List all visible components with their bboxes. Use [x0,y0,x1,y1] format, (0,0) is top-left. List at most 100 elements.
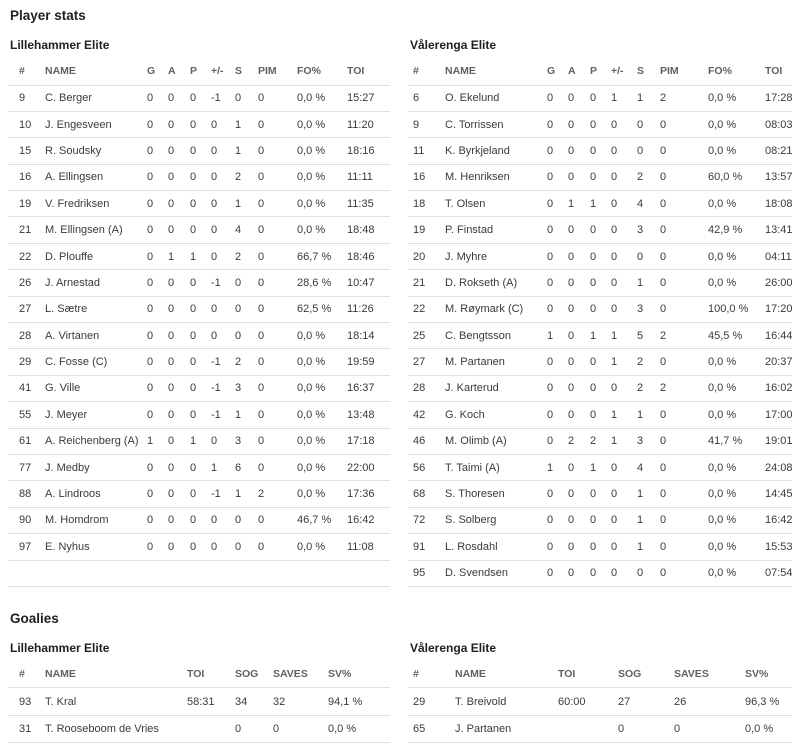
table-row: 10 J. Engesveen 0 0 0 0 1 0 0,0 % 11:20 [8,111,390,139]
table-row: 41 G. Ville 0 0 0 -1 3 0 0,0 % 16:37 [8,375,390,403]
table-cell: 0 [660,480,708,508]
table-cell: J. Medby [45,454,147,482]
table-cell: 0 [547,243,568,271]
table-cell: 0 [547,296,568,324]
team-name-home: Lillehammer Elite [10,38,110,52]
table-row: 61 A. Reichenberg (A) 1 0 1 0 3 0 0,0 % 17:18 [8,428,390,455]
table-cell: M. Røymark (C) [445,296,547,324]
table-cell: 1 [637,269,660,297]
table-cell: 0 [258,401,297,429]
table-cell: 15:53 [765,533,792,561]
goalies-heading: Goalies [10,610,59,626]
col-header-assists: A [568,58,590,86]
table-cell: 0 [590,137,611,165]
goalie-team-name-home: Lillehammer Elite [10,640,110,655]
table-cell: T. Rooseboom de Vries [45,715,187,744]
table-cell: 0,0 % [297,85,347,112]
table-cell: 10:47 [347,269,390,297]
table-cell: 46,7 % [297,507,347,535]
table-cell: 0 [147,216,168,244]
table-cell: 0 [568,85,590,112]
table-cell: 1 [547,454,568,482]
table-cell: 1 [235,111,258,139]
table-cell: 100,0 % [708,296,765,324]
table-row: 11 K. Byrkjeland 0 0 0 0 0 0 0,0 % 08:21 [408,137,792,165]
table-cell: 0 [190,348,211,376]
table-cell: 0 [568,269,590,297]
table-cell: 2 [235,164,258,192]
table-cell: 0 [568,296,590,324]
table-cell: 0 [611,164,637,192]
table-cell: 0 [190,85,211,112]
table-cell: 17:18 [347,428,390,455]
col-header-pim: PIM [660,58,708,86]
table-cell: 0 [590,243,611,271]
table-cell: 0,0 % [297,216,347,244]
table-cell: 0 [590,269,611,297]
table-cell: 0 [211,322,235,350]
table-cell: 2 [235,243,258,271]
table-cell: C. Fosse (C) [45,348,147,376]
table-cell: 0 [168,269,190,297]
table-cell: 0 [235,296,258,324]
table-cell: 0 [211,507,235,535]
table-cell: 0 [147,296,168,324]
player-stats-away-column: Vålerenga Elite # NAME G A P +/- S PIM F… [408,38,792,587]
table-cell: C. Bengtsson [445,322,547,350]
table-cell: 0 [611,269,637,297]
table-cell: 0 [590,480,611,508]
table-cell: 08:21 [765,137,792,165]
table-cell: 0,0 % [708,137,765,165]
table-cell: 13:41 [765,216,792,244]
table-cell: 0 [211,296,235,324]
table-cell: J. Meyer [45,401,147,429]
table-cell: 0 [258,216,297,244]
table-cell: 0 [590,560,611,587]
table-row: 9 C. Berger 0 0 0 -1 0 0 0,0 % 15:27 [8,85,390,112]
table-row: 19 V. Fredriksen 0 0 0 0 1 0 0,0 % 11:35 [8,190,390,218]
table-cell: 0,0 % [708,375,765,403]
table-row: 65 J. Partanen 0 0 0,0 % [408,715,792,744]
table-cell: 0 [611,375,637,403]
table-cell: 0,0 % [745,715,792,744]
table-cell: 0 [590,216,611,244]
table-cell: 0 [147,190,168,218]
table-row: 72 S. Solberg 0 0 0 0 1 0 0,0 % 16:42 [408,507,792,535]
table-cell: 16:02 [765,375,792,403]
table-row: 27 L. Sætre 0 0 0 0 0 0 62,5 % 11:26 [8,296,390,324]
table-cell: 18:16 [347,137,390,165]
table-cell: 0,0 % [297,428,347,455]
table-cell: 22:00 [347,454,390,482]
table-cell: 07:54 [765,560,792,587]
table-cell: 0 [168,164,190,192]
table-row: 19 P. Finstad 0 0 0 0 3 0 42,9 % 13:41 [408,216,792,244]
table-cell: 1 [611,322,637,350]
table-cell: 0 [147,533,168,561]
table-cell: 0 [168,85,190,112]
table-cell: 1 [637,533,660,561]
table-cell: 2 [258,480,297,508]
table-cell: 0,0 % [708,111,765,139]
table-cell: 0 [168,216,190,244]
table-cell: 19 [408,216,445,244]
table-cell: 9 [408,111,445,139]
table-cell: 32 [273,687,328,716]
table-cell: 2 [660,85,708,112]
table-cell: 0 [211,428,235,455]
table-cell: 1 [568,190,590,218]
table-cell: 1 [235,137,258,165]
table-cell: 5 [637,322,660,350]
table-cell: 0 [258,533,297,561]
table-cell: 2 [637,348,660,376]
table-cell: 1 [147,428,168,455]
table-cell: 17:28 [765,85,792,112]
table-row: 90 M. Homdrom 0 0 0 0 0 0 46,7 % 16:42 [8,507,390,535]
table-cell: 17:20 [765,296,792,324]
table-header-row: # NAME TOI SOG SAVES SV% [8,660,390,689]
table-cell: 66,7 % [297,243,347,271]
table-cell: 18:14 [347,322,390,350]
table-cell: M. Partanen [445,348,547,376]
table-cell: 0 [660,216,708,244]
table-cell: L. Rosdahl [445,533,547,561]
table-cell: 1 [611,348,637,376]
